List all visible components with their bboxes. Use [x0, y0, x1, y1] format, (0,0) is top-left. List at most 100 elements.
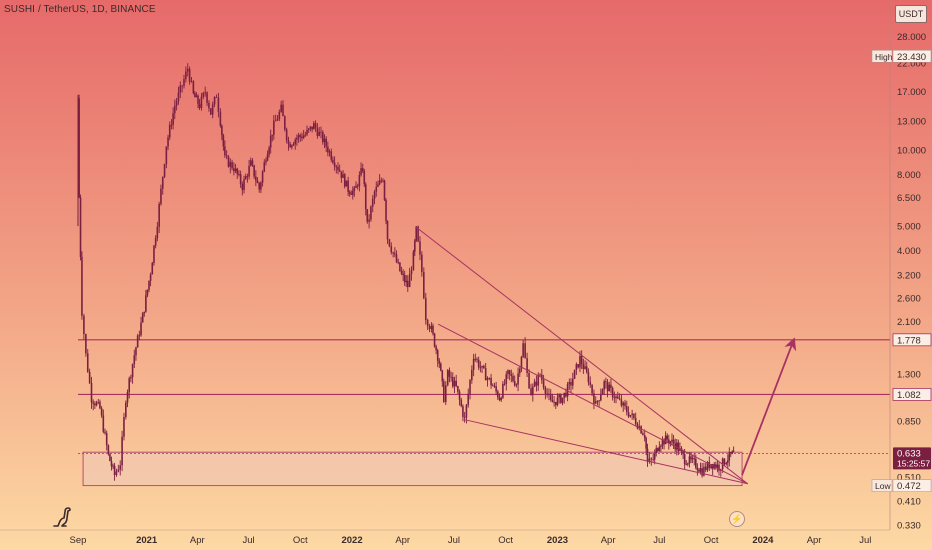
- candle-body: [256, 180, 259, 183]
- candle-body: [561, 397, 564, 403]
- candle-body: [128, 378, 131, 393]
- candle-body: [249, 160, 252, 166]
- candle-body: [351, 190, 354, 195]
- candle-body: [195, 95, 198, 98]
- candle-body: [160, 188, 162, 205]
- candle-body: [131, 364, 134, 378]
- candle-body: [627, 412, 630, 417]
- candle-body: [580, 355, 583, 365]
- candle-body: [600, 394, 602, 401]
- candle-body: [585, 366, 588, 373]
- level-price-value: 1.778: [897, 335, 921, 346]
- candle-body: [554, 401, 557, 406]
- lightning-icon[interactable]: ⚡: [729, 511, 745, 527]
- candle-body: [206, 92, 208, 103]
- candle-body: [533, 381, 536, 387]
- candle-body: [690, 456, 692, 460]
- price-tick-label: 2.100: [897, 317, 921, 328]
- candle-body: [503, 383, 506, 385]
- candle-body: [698, 470, 700, 472]
- price-tag-value-box: [892, 479, 932, 492]
- candle-body: [208, 102, 210, 109]
- candle-body: [671, 439, 673, 442]
- candle-body: [244, 176, 247, 180]
- candle-body: [528, 372, 530, 389]
- time-tick-label: Oct: [293, 535, 308, 546]
- candle-body: [156, 226, 159, 239]
- candle-body: [642, 433, 644, 436]
- candle-body: [502, 383, 504, 398]
- price-tag-value-box: [892, 50, 932, 63]
- candle-body: [285, 129, 288, 141]
- candle-body: [358, 175, 361, 187]
- candle-body: [648, 458, 651, 463]
- time-tick-label: 2022: [341, 535, 362, 546]
- currency-badge[interactable]: USDT: [895, 5, 927, 23]
- candle-body: [386, 220, 389, 240]
- candle-body: [183, 79, 185, 86]
- candle-body: [520, 356, 523, 369]
- candle-body: [190, 81, 193, 83]
- level-price-tag: [892, 333, 932, 347]
- price-tick-label: 22.000: [897, 59, 926, 70]
- candle-body: [179, 85, 182, 93]
- candle-body: [452, 377, 454, 387]
- price-tick-label: 0.410: [897, 497, 921, 508]
- candle-body: [532, 386, 534, 396]
- candle-body: [320, 131, 322, 133]
- candle-body: [388, 239, 391, 247]
- candle-body: [402, 273, 404, 276]
- candle-body: [682, 450, 684, 455]
- candle-body: [570, 382, 572, 386]
- candle-body: [204, 92, 206, 94]
- time-tick-label: Apr: [601, 535, 616, 546]
- candle-body: [177, 92, 180, 102]
- candle-body: [718, 464, 720, 471]
- candle-body: [710, 464, 712, 469]
- candle-body: [356, 185, 359, 187]
- candle-body: [225, 155, 228, 157]
- candle-body: [450, 376, 452, 378]
- price-tick-label: 2.600: [897, 294, 921, 305]
- candle-body: [211, 104, 214, 115]
- candle-body: [518, 368, 521, 374]
- candle-body: [455, 380, 457, 386]
- candle-body: [417, 226, 419, 242]
- candle-body: [652, 459, 654, 460]
- candle-body: [500, 397, 502, 401]
- candle-body: [484, 368, 487, 381]
- candle-body: [415, 226, 418, 241]
- candle-body: [395, 254, 398, 263]
- candle-body: [622, 402, 625, 406]
- candle-body: [301, 136, 303, 139]
- candle-body: [322, 132, 324, 143]
- candle-body: [589, 382, 592, 385]
- candle-body: [715, 464, 717, 468]
- candle-body: [104, 431, 106, 434]
- time-tick-label: Apr: [807, 535, 822, 546]
- candle-body: [271, 134, 274, 136]
- candle-body: [579, 355, 581, 368]
- candle-body: [633, 413, 635, 419]
- candle-body: [421, 254, 423, 273]
- candle-body: [378, 180, 381, 185]
- dinosaur-logo-icon[interactable]: [52, 506, 72, 528]
- candle-body: [172, 113, 174, 125]
- time-tick-label: Jul: [242, 535, 254, 546]
- candle-body: [168, 124, 171, 138]
- candle-body: [342, 174, 344, 178]
- candle-body: [197, 95, 199, 104]
- candle-body: [258, 182, 261, 190]
- candle-body: [488, 377, 491, 379]
- candle-body: [268, 147, 270, 155]
- candle-body: [370, 206, 372, 220]
- candle-body: [582, 364, 585, 369]
- candle-body: [217, 97, 220, 112]
- price-tick-label: 0.510: [897, 473, 921, 484]
- candle-body: [424, 298, 427, 321]
- candle-body: [97, 401, 100, 403]
- candle-body: [380, 180, 383, 182]
- candle-body: [610, 384, 612, 388]
- candle-body: [515, 384, 518, 386]
